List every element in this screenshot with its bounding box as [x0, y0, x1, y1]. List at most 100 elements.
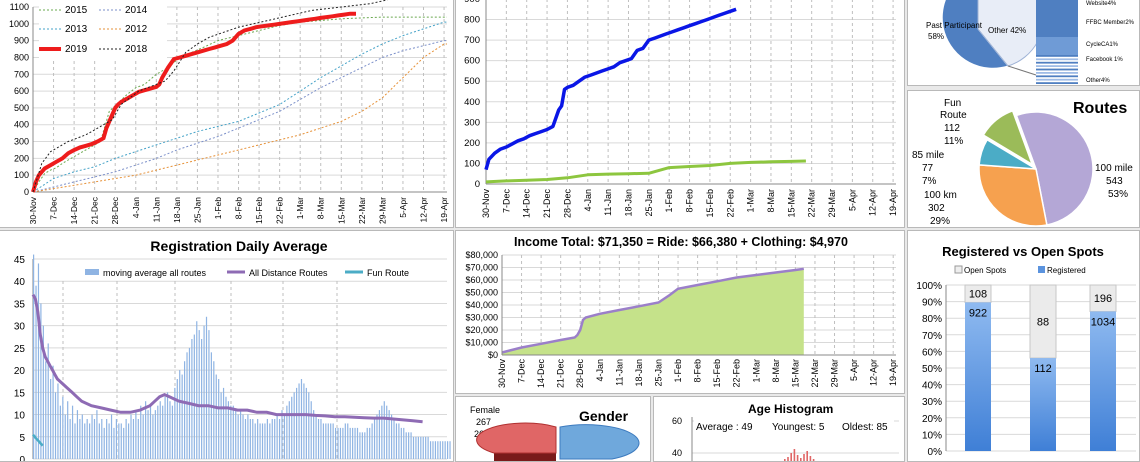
y-tick-label: $70,000	[465, 263, 498, 273]
daily-bar	[193, 334, 195, 459]
daily-bar	[322, 423, 324, 459]
x-tick-label: 1-Feb	[664, 189, 674, 213]
x-tick-label: 21-Dec	[90, 196, 100, 224]
daily-bar	[40, 303, 42, 459]
x-tick-label: 4-Jan	[583, 189, 593, 212]
x-tick-label: 30-Nov	[497, 359, 507, 389]
routes-label-fun-2: Route	[940, 110, 967, 121]
daily-bar	[281, 410, 283, 459]
x-tick-label: 4-Jan	[595, 359, 605, 382]
daily-bar	[225, 396, 227, 459]
daily-bar	[186, 352, 188, 459]
daily-bar	[420, 436, 422, 459]
age-bar	[809, 456, 812, 461]
x-tick-label: 22-Feb	[725, 189, 735, 218]
x-tick-label: 15-Mar	[336, 197, 346, 224]
age-ytick-60: 60	[672, 416, 682, 426]
y-tick-label: 900	[464, 0, 480, 5]
daily-bar	[118, 423, 120, 459]
daily-bar	[125, 419, 127, 459]
x-tick-label: 22-Feb	[732, 359, 742, 388]
daily-bar	[91, 414, 93, 459]
x-tick-label: 28-Dec	[110, 196, 120, 224]
daily-bar	[264, 423, 266, 459]
x-tick-label: 29-Mar	[830, 359, 840, 388]
daily-bar	[57, 383, 59, 459]
daily-bar	[89, 423, 91, 459]
y-tick-label: 5	[19, 433, 25, 444]
daily-bar	[130, 414, 132, 459]
daily-bar	[79, 419, 81, 459]
daily-bar	[101, 419, 103, 459]
age-stat-youngest: Youngest: 5	[772, 422, 825, 433]
pie-connector-lower	[1007, 65, 1037, 76]
daily-bar	[191, 339, 193, 459]
x-tick-label: 28-Dec	[575, 359, 585, 389]
pie-female-side	[494, 453, 556, 461]
y-tick-label: $10,000	[465, 338, 498, 348]
y-tick-label: 45	[14, 255, 26, 266]
legend-swatch	[85, 269, 99, 275]
open-spots-bar	[1029, 284, 1057, 359]
daily-bar	[330, 423, 332, 459]
daily-bar	[230, 405, 232, 459]
daily-bar	[135, 410, 137, 459]
daily-bar	[291, 396, 293, 459]
daily-bar	[349, 427, 351, 459]
referral-chart: Past Participant 58% Other 42% Website4%…	[926, 0, 1135, 84]
legend-label: 2013	[65, 24, 88, 35]
cumulative-2019-chart: 0 100 200 300 400 500 600 700 800 900 30-Nov 7-Dec 1…	[464, 0, 898, 219]
daily-bar	[327, 423, 329, 459]
daily-bar	[381, 405, 383, 459]
legend-label-open: Open Spots	[964, 266, 1006, 275]
daily-bar	[361, 432, 363, 459]
y-tick-label: 70%	[922, 331, 942, 342]
legend-label-registered: Registered	[1047, 266, 1086, 275]
daily-bar	[42, 325, 44, 459]
series-line-2018	[32, 0, 389, 193]
daily-bar	[52, 365, 54, 459]
daily-bar	[242, 414, 244, 459]
age-bar	[787, 457, 789, 461]
x-tick-label: 4-Jan	[131, 197, 141, 219]
y-tick-label: 90%	[922, 298, 942, 309]
x-tick-label: 28-Dec	[562, 189, 572, 219]
daily-bar	[366, 427, 368, 459]
y-tick-label: 50%	[922, 364, 942, 375]
income-chart: Income Total: $71,350 = Ride: $66,380 + …	[465, 235, 898, 389]
daily-bar	[142, 414, 144, 459]
x-tick-label: 15-Feb	[254, 197, 264, 224]
daily-bar	[429, 441, 432, 459]
x-tick-label: 15-Feb	[705, 189, 715, 218]
daily-bar	[137, 419, 139, 459]
routes-label-100mile-1: 100 mile	[1095, 163, 1133, 174]
daily-bar	[439, 441, 441, 459]
daily-bar	[132, 419, 135, 459]
daily-bar	[149, 405, 152, 459]
y-tick-label: 0	[19, 455, 25, 462]
y-tick-label: 0%	[928, 447, 943, 458]
registered-bar	[1030, 358, 1056, 451]
daily-bar	[93, 419, 96, 459]
x-tick-label: 7-Dec	[49, 196, 59, 219]
y-tick-label: 30	[14, 322, 26, 333]
daily-bar	[415, 436, 417, 459]
x-tick-label: 12-Apr	[419, 197, 429, 223]
daily-bar	[45, 361, 47, 459]
legend-label: All Distance Routes	[249, 268, 328, 278]
series-line-1	[485, 159, 806, 184]
daily-bar	[235, 410, 237, 459]
daily-bar	[152, 414, 154, 459]
daily-bar	[410, 432, 412, 459]
label-past-participant: Past Participant	[926, 21, 983, 30]
x-tick-label: 11-Jan	[614, 359, 624, 386]
y-tick-label: $50,000	[465, 288, 498, 298]
daily-bar	[317, 419, 320, 459]
y-tick-label: 600	[14, 86, 29, 96]
daily-bar	[169, 401, 171, 459]
routes-label-85-3: 7%	[922, 176, 937, 187]
daily-bar	[288, 401, 290, 459]
routes-label-85-1: 85 mile	[912, 150, 945, 161]
daily-bar	[162, 405, 164, 459]
referral-other: Other4%	[1086, 78, 1110, 84]
